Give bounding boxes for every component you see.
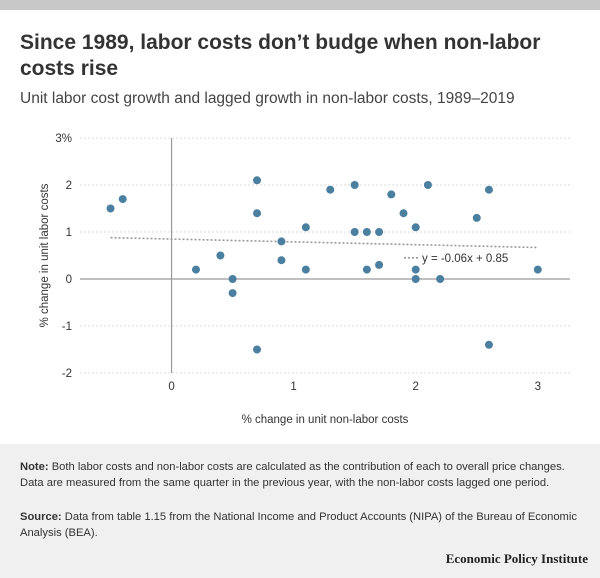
scatter-chart: 3% 2 1 0 -1 -2 0 1 2 3 % change in unit non-labor … — [39, 133, 570, 426]
data-point — [533, 265, 542, 274]
data-point — [411, 275, 420, 283]
data-point — [191, 265, 200, 274]
data-point — [362, 265, 371, 274]
notes-panel — [0, 444, 600, 578]
y-tick-label: -1 — [62, 321, 72, 333]
y-axis-title: % change in unit labor costs — [39, 183, 51, 327]
data-point — [118, 195, 127, 204]
data-point — [411, 265, 420, 274]
note-body: Both labor costs and non-labor costs are… — [20, 461, 565, 489]
data-point — [253, 209, 262, 218]
data-point — [399, 209, 408, 218]
x-tick-label: 0 — [168, 381, 174, 393]
source-text: Source: Data from table 1.15 from the Na… — [20, 509, 588, 541]
y-tick-label: 0 — [66, 274, 72, 286]
top-accent-bar — [0, 0, 600, 10]
data-point — [301, 223, 310, 232]
data-point — [277, 237, 286, 246]
data-point — [350, 181, 359, 189]
note-text: Note: Both labor costs and non-labor cos… — [20, 459, 588, 491]
data-point — [362, 228, 371, 236]
y-tick-label: -2 — [62, 368, 72, 380]
data-point — [253, 345, 262, 354]
data-point — [472, 213, 481, 222]
trend-equation-label: y = -0.06x + 0.85 — [422, 253, 508, 265]
data-point — [228, 275, 237, 283]
chart-title: Since 1989, labor costs don’t budge when… — [20, 31, 541, 80]
data-point — [350, 228, 359, 236]
data-point — [436, 275, 445, 283]
data-point — [277, 256, 286, 265]
data-point — [484, 185, 493, 194]
data-point — [228, 289, 237, 298]
x-axis-title: % change in unit non-labor costs — [242, 414, 409, 426]
trend-line — [110, 236, 538, 249]
data-point — [301, 265, 310, 274]
data-point — [375, 260, 384, 269]
y-tick-label: 3% — [55, 133, 72, 145]
data-point — [216, 251, 225, 260]
data-point — [106, 204, 115, 213]
x-tick-label: 1 — [290, 381, 296, 393]
chart-subtitle: Unit labor cost growth and lagged growth… — [20, 90, 515, 107]
data-point — [375, 228, 384, 236]
source-body: Data from table 1.15 from the National I… — [20, 511, 577, 539]
data-point — [411, 223, 420, 232]
x-tick-label: 2 — [413, 381, 419, 393]
note-label: Note: — [20, 461, 49, 473]
data-point — [484, 340, 493, 349]
source-label: Source: — [20, 511, 62, 523]
y-tick-label: 2 — [66, 180, 72, 192]
y-tick-label: 1 — [66, 227, 72, 239]
data-point — [326, 185, 335, 194]
data-point — [253, 176, 262, 185]
brand-logo-text: Economic Policy Institute — [445, 551, 588, 566]
x-tick-label: 3 — [535, 381, 541, 393]
data-point — [423, 181, 432, 189]
data-point — [387, 190, 396, 199]
